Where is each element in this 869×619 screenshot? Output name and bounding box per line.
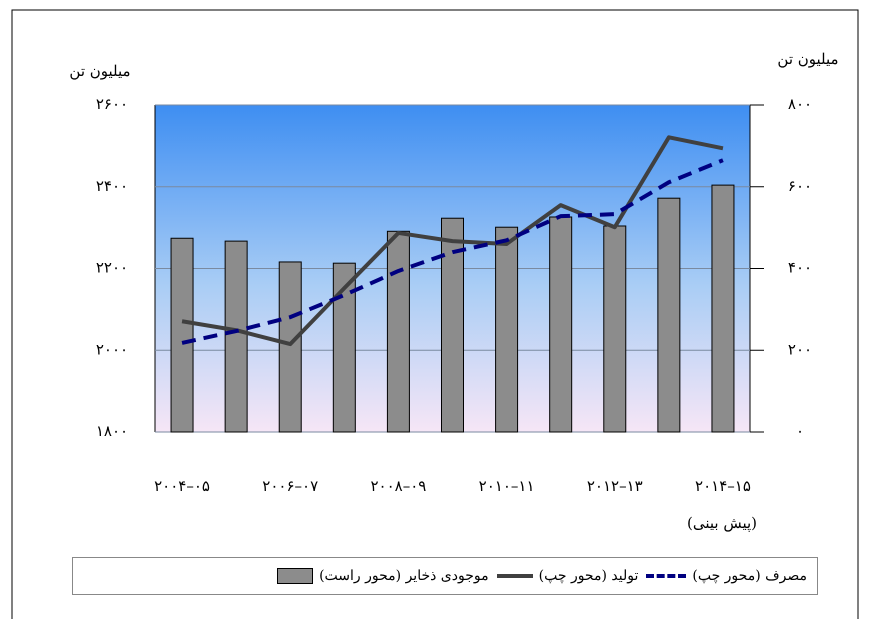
- bar: [657, 197, 681, 433]
- y2-axis-title: میلیون تن: [777, 50, 838, 68]
- y2-tick-label: ۰: [796, 422, 804, 440]
- bar: [224, 240, 248, 433]
- y-tick-label: ۲۶۰۰: [96, 95, 128, 113]
- bar: [549, 216, 573, 433]
- line-series: [181, 135, 724, 347]
- y-tick-label: ۲۴۰۰: [96, 177, 128, 195]
- x-tick-label: ۲۰۱۴–۱۵: [695, 477, 751, 495]
- bar: [441, 217, 464, 433]
- line-series: [181, 158, 724, 345]
- y2-tick-label: ۸۰۰: [788, 95, 812, 113]
- frame: [11, 9, 859, 619]
- x-tick-label: ۲۰۰۶–۰۷: [262, 477, 318, 495]
- bar: [386, 230, 410, 433]
- bar: [603, 225, 627, 433]
- x-tick-label: ۲۰۰۴–۰۵: [154, 477, 210, 495]
- bar: [711, 184, 735, 433]
- y2-tick-label: ۲۰۰: [788, 340, 812, 358]
- y-tick-label: ۲۲۰۰: [96, 259, 128, 277]
- x-tick-label: ۲۰۰۸–۰۹: [370, 477, 426, 495]
- y2-tick-label: ۶۰۰: [788, 177, 812, 195]
- legend-swatch: [277, 568, 314, 584]
- y-axis-title: میلیون تن: [69, 62, 130, 80]
- bar: [278, 261, 302, 433]
- bar: [170, 237, 194, 433]
- y-tick-label: ۲۰۰۰: [96, 340, 128, 358]
- legend-item: تولید (محور چپ): [496, 568, 639, 584]
- bar: [495, 226, 519, 433]
- legend-label: تولید (محور چپ): [538, 568, 639, 584]
- legend: مصرف (محور چپ) تولید (محور چپ) موجودی ذخ…: [72, 557, 818, 595]
- y-tick-label: ۱۸۰۰: [96, 422, 128, 440]
- legend-item: موجودی ذخایر (محور راست): [277, 568, 489, 584]
- bar: [332, 262, 356, 433]
- legend-item: مصرف (محور چپ): [646, 568, 807, 584]
- x-tick-label: ۲۰۱۲–۱۳: [587, 477, 643, 495]
- legend-label: موجودی ذخایر (محور راست): [319, 568, 489, 584]
- x-tick-label: ۲۰۱۰–۱۱: [479, 477, 535, 495]
- note: (پیش بینی): [687, 514, 757, 532]
- y2-tick-label: ۴۰۰: [788, 259, 812, 277]
- legend-swatch: [646, 574, 687, 578]
- legend-label: مصرف (محور چپ): [692, 568, 807, 584]
- legend-swatch: [496, 574, 533, 578]
